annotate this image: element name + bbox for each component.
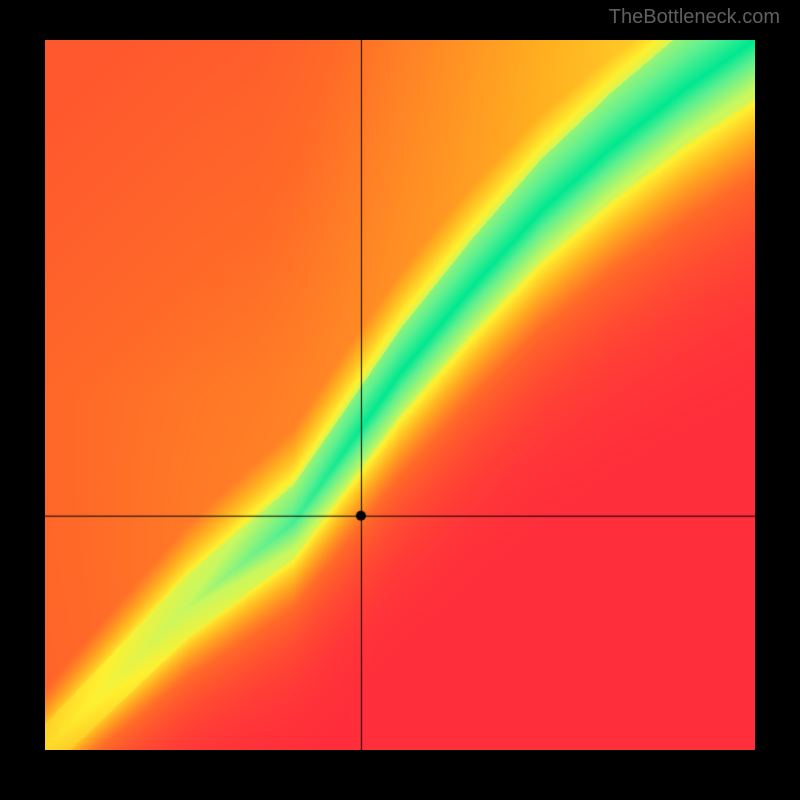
heatmap-canvas (45, 40, 755, 750)
watermark-text: TheBottleneck.com (609, 6, 780, 29)
bottleneck-heatmap (45, 40, 755, 750)
